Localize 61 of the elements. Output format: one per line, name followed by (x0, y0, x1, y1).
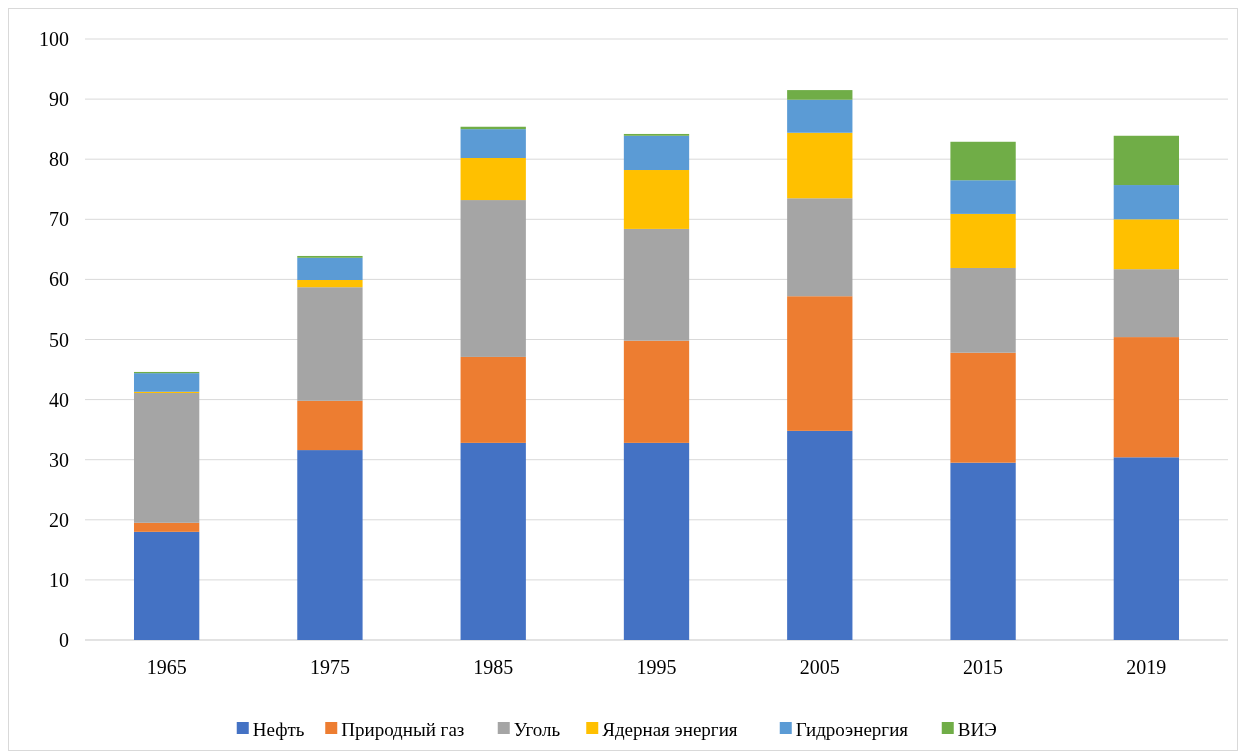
x-tick-label: 2005 (799, 656, 840, 678)
bar (460, 442, 526, 640)
y-tick-label: 20 (49, 508, 69, 531)
bar (950, 213, 1016, 268)
bar (787, 132, 853, 199)
bar (787, 198, 853, 297)
y-tick-label: 70 (49, 208, 69, 231)
bar (297, 280, 363, 288)
bar (623, 442, 690, 640)
bar (1113, 135, 1180, 186)
y-tick-label: 80 (49, 148, 69, 171)
bar (133, 392, 200, 523)
x-tick-label: 1985 (473, 656, 514, 678)
bar (297, 400, 363, 451)
bar (460, 356, 526, 443)
bar (950, 267, 1016, 353)
bar (133, 522, 200, 532)
bar (623, 135, 690, 171)
bar (297, 450, 363, 640)
x-tick-label: 1965 (146, 656, 187, 678)
bar (787, 99, 853, 133)
bar (950, 180, 1016, 214)
bar (133, 531, 200, 640)
y-tick-label: 50 (49, 328, 69, 351)
bar (787, 430, 853, 640)
bar (950, 462, 1016, 640)
bar (297, 257, 363, 280)
y-tick-label: 0 (59, 629, 69, 651)
x-tick-label: 1975 (309, 656, 350, 678)
x-tick-label: 2015 (963, 656, 1004, 678)
legend-label: Нефть (252, 718, 305, 740)
bar (1113, 457, 1180, 640)
legend-label: Ядерная энергия (602, 718, 738, 740)
bar (133, 373, 200, 392)
y-tick-label: 40 (49, 388, 69, 411)
bar (623, 170, 690, 229)
bar (950, 352, 1016, 463)
y-tick-label: 60 (49, 268, 69, 291)
bar (623, 228, 690, 341)
bar (1113, 185, 1180, 220)
bar (1113, 337, 1180, 458)
bar (787, 90, 853, 100)
bar (1113, 219, 1180, 270)
legend-label: Гидроэнергия (795, 718, 909, 740)
bar (460, 200, 526, 357)
legend-label: ВИЭ (957, 718, 997, 740)
bar (950, 141, 1016, 181)
legend-label: Природный газ (341, 718, 465, 740)
y-tick-label: 30 (49, 448, 69, 471)
y-tick-label: 10 (49, 568, 69, 591)
x-tick-label: 1995 (636, 656, 677, 678)
bar (460, 158, 526, 201)
bar (623, 340, 690, 443)
bar (460, 129, 526, 158)
bar (1113, 269, 1180, 338)
y-tick-label: 100 (39, 28, 69, 50)
x-tick-label: 2019 (1126, 656, 1167, 678)
bar (297, 287, 363, 401)
legend-label: Уголь (513, 718, 561, 740)
y-tick-label: 90 (49, 88, 69, 111)
bar (787, 296, 853, 431)
